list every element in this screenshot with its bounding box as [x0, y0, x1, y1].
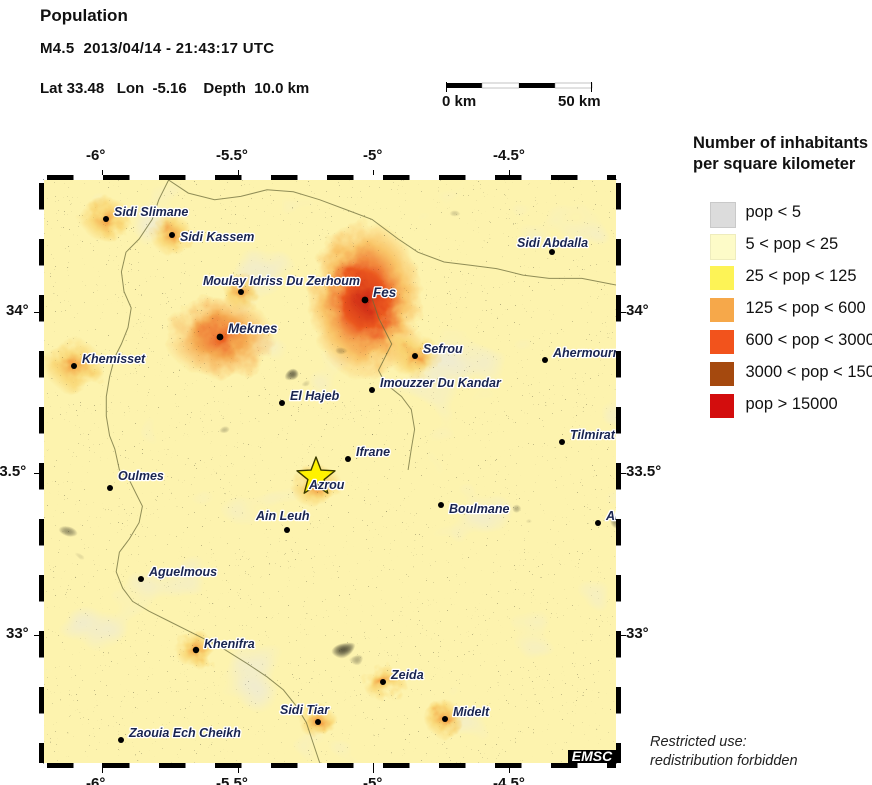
svg-text:Sefrou: Sefrou: [423, 342, 463, 356]
svg-text:Khenifra: Khenifra: [204, 637, 255, 651]
svg-text:Aguelmous: Aguelmous: [148, 565, 217, 579]
svg-text:Khemisset: Khemisset: [82, 352, 146, 366]
svg-text:Sidi Abdalla: Sidi Abdalla: [517, 236, 588, 250]
svg-text:Fes: Fes: [373, 285, 397, 300]
svg-text:Sidi Tiar: Sidi Tiar: [280, 703, 330, 717]
svg-text:Al: Al: [605, 509, 616, 523]
svg-text:Ifrane: Ifrane: [356, 445, 390, 459]
svg-text:Zeida: Zeida: [390, 668, 424, 682]
svg-text:Ain Leuh: Ain Leuh: [255, 509, 310, 523]
svg-text:El Hajeb: El Hajeb: [290, 389, 340, 403]
svg-text:Midelt: Midelt: [453, 705, 490, 719]
svg-text:Zaouia Ech Cheikh: Zaouia Ech Cheikh: [128, 726, 241, 740]
svg-text:Azrou: Azrou: [308, 478, 345, 492]
svg-text:Oulmes: Oulmes: [118, 469, 164, 483]
svg-text:Moulay Idriss Du Zerhoum: Moulay Idriss Du Zerhoum: [203, 274, 360, 288]
svg-text:Sidi Slimane: Sidi Slimane: [114, 205, 188, 219]
svg-text:Meknes: Meknes: [228, 321, 278, 336]
svg-text:Tilmirat: Tilmirat: [570, 428, 616, 442]
svg-text:Imouzzer Du Kandar: Imouzzer Du Kandar: [380, 376, 502, 390]
svg-text:Ahermournou: Ahermournou: [552, 346, 616, 360]
svg-text:Boulmane: Boulmane: [449, 502, 509, 516]
svg-text:Sidi Kassem: Sidi Kassem: [180, 230, 254, 244]
